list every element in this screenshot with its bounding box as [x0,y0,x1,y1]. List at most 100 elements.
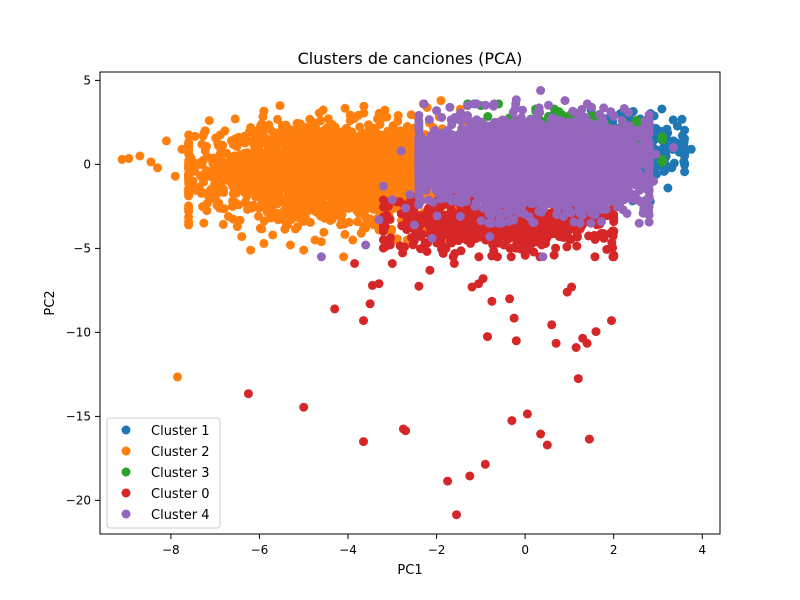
data-point [388,125,397,134]
points-layer [117,86,696,520]
data-point [272,208,282,218]
data-point [359,108,369,118]
data-point [369,135,379,145]
data-point [609,227,619,237]
data-point [237,232,247,242]
data-point [188,176,198,186]
data-point [293,222,302,232]
data-point [184,201,194,211]
data-point [374,279,384,289]
data-point [319,227,329,237]
data-point [317,203,327,213]
data-point [314,108,324,118]
data-point [381,241,391,251]
data-point [285,240,295,250]
data-point [388,160,398,170]
data-point [474,232,484,242]
data-point [201,172,211,182]
data-point [206,185,216,195]
data-point [280,143,290,153]
data-point [511,240,521,250]
data-point [269,161,278,171]
data-point [385,214,395,224]
data-point [386,233,395,243]
data-point [463,226,473,236]
data-point [529,247,539,257]
data-point [413,228,423,238]
data-point [405,124,415,134]
data-point [215,203,225,213]
data-point [199,128,209,138]
data-point [571,343,581,352]
data-point [443,476,453,486]
data-point [378,195,388,205]
data-point [478,274,488,284]
data-point [345,110,355,120]
data-point [323,157,333,167]
data-point [323,114,333,124]
data-point [371,179,381,189]
data-point [551,243,561,253]
data-point [337,157,347,167]
data-point [336,165,346,175]
plot-area: −8 −6 −4 −2 0 2 4 50−5−10−15−20 [66,71,721,557]
data-point [462,214,472,224]
data-point [365,299,375,309]
data-point [348,235,358,245]
data-point [266,213,276,223]
data-point [257,119,267,129]
data-point [406,145,415,155]
data-point [448,228,458,238]
data-point [421,214,431,224]
data-point [299,402,309,412]
data-point [307,161,317,171]
data-point [529,228,539,237]
data-point [360,210,370,220]
data-point [382,112,392,122]
data-point [322,210,332,220]
data-point [590,235,600,244]
data-point [117,154,127,164]
data-point [677,131,687,141]
data-point [400,171,410,181]
data-point [380,105,390,115]
data-point [350,259,360,268]
data-point [184,130,194,140]
data-point [414,281,424,291]
data-point [241,159,251,169]
data-point [317,191,327,201]
data-point [195,158,205,167]
data-point [536,429,546,439]
data-point [509,313,519,323]
data-point [184,140,194,150]
data-point [336,220,346,230]
data-point [315,150,325,160]
data-point [403,164,413,174]
data-point [146,157,156,167]
data-point [274,188,284,198]
data-point [425,222,435,232]
data-point [680,167,690,177]
data-point [541,239,550,248]
data-point [657,154,667,164]
data-point [437,113,447,122]
data-point [315,161,325,171]
data-point [506,252,516,262]
data-point [287,177,297,187]
data-point [672,121,682,131]
data-point [161,136,171,146]
data-point [438,248,448,258]
data-point [406,181,416,191]
data-point [380,168,390,177]
data-point [268,230,278,240]
data-point [305,114,315,124]
data-point [398,248,408,258]
data-point [507,416,517,426]
data-point [248,150,258,160]
data-point [348,132,358,142]
data-point [483,112,493,121]
data-point [278,181,288,191]
data-point [273,114,282,124]
data-point [369,152,379,162]
